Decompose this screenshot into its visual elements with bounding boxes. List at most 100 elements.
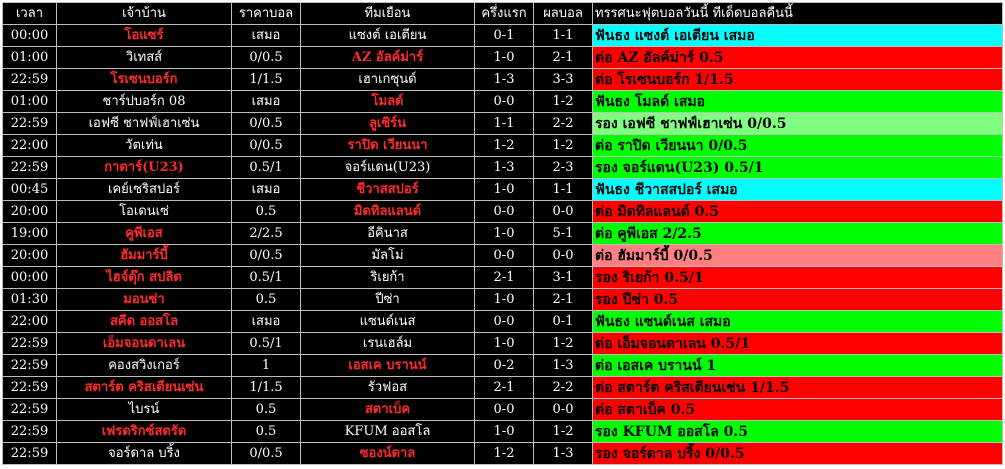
- tip-cell: ต่อ คูพีเอส 2/2.5: [592, 222, 1003, 245]
- handicap-cell: 2/2.5: [231, 222, 301, 245]
- header-result: ผลบอล: [533, 2, 593, 25]
- half-time-score-cell: 0-2: [474, 354, 534, 377]
- half-time-score-cell: 0-1: [474, 24, 534, 47]
- home-team-cell: เอฟซี ชาฟฟ์เฮาเซ่น: [56, 112, 232, 135]
- handicap-cell: 0/0.5: [231, 244, 301, 267]
- away-team-cell: อีคินาส: [300, 222, 475, 245]
- tip-cell: ต่อ ราปิด เวียนนา 0/0.5: [592, 134, 1003, 157]
- away-team-cell: AZ อัลค์ม่าร์: [300, 46, 475, 69]
- tip-cell: รอง จอร์แดน(U23) 0.5/1: [592, 156, 1003, 179]
- home-team-cell: มอนซ่า: [56, 288, 232, 311]
- tip-cell: ฟันธง แซงต์ เอเตียน เสมอ: [592, 24, 1003, 47]
- table-row: 22:59 จอร์ดาล บริ้ง 0/0.5 ซองน์ดาล 1-2 1-3 รอง…: [2, 442, 1003, 465]
- table-row: 20:00 ฮัมมาร์บี้ 0/0.5 มัลโม่ 0-0 0-0 ต่อ ฮัมม…: [2, 244, 1003, 267]
- away-team-cell: ริเยก้า: [300, 266, 475, 289]
- home-team-cell: เอ็มจอนดาเลน: [56, 332, 232, 355]
- tip-cell: ต่อ สตาเบ็ค 0.5: [592, 398, 1003, 421]
- table-row: 22:59 โรเซนบอร์ก 1/1.5 เฮาเกซุนด์ 1-3 3-3 ต่อ …: [2, 68, 1003, 91]
- time-cell: 20:00: [2, 244, 57, 267]
- handicap-cell: 1: [231, 354, 301, 377]
- tip-cell: ฟันธง โมลด์ เสมอ: [592, 90, 1003, 113]
- half-time-score-cell: 1-2: [474, 134, 534, 157]
- away-team-cell: เฮาเกซุนด์: [300, 68, 475, 91]
- full-time-score-cell: 1-3: [533, 442, 593, 465]
- handicap-cell: 1/1.5: [231, 68, 301, 91]
- tip-cell: รอง KFUM ออสโล 0.5: [592, 420, 1003, 443]
- handicap-cell: 0/0.5: [231, 112, 301, 135]
- half-time-score-cell: 0-0: [474, 398, 534, 421]
- time-cell: 22:59: [2, 156, 57, 179]
- half-time-score-cell: 1-1: [474, 112, 534, 135]
- time-cell: 22:59: [2, 398, 57, 421]
- full-time-score-cell: 2-3: [533, 156, 593, 179]
- full-time-score-cell: 1-2: [533, 134, 593, 157]
- half-time-score-cell: 1-2: [474, 442, 534, 465]
- half-time-score-cell: 0-0: [474, 310, 534, 333]
- full-time-score-cell: 2-1: [533, 46, 593, 69]
- full-time-score-cell: 1-1: [533, 24, 593, 47]
- table-row: 22:59 สตาร์ต คริสเตียนเซ่น 1/1.5 รัวฟอส 2-1 2…: [2, 376, 1003, 399]
- table-row: 22:59 ไบรน์ 0.5 สตาเบ็ค 0-0 0-0 ต่อ สตาเบ็ค 0.…: [2, 398, 1003, 421]
- away-team-cell: มัลโม่: [300, 244, 475, 267]
- header-row: เวลา เจ้าบ้าน ราคาบอล ทีมเยือน ครึ่งแรก …: [2, 2, 1003, 25]
- header-tip: ทรรศนะฟุตบอลวันนี้ ทีเด็ดบอลคืนนี้: [592, 2, 1003, 25]
- table-row: 22:00 สคีด ออสโล เสมอ แซนด์เนส 0-0 0-1 ฟันธง แ…: [2, 310, 1003, 333]
- tip-cell: ต่อ เอสเค บรานน์ 1: [592, 354, 1003, 377]
- full-time-score-cell: 5-1: [533, 222, 593, 245]
- home-team-cell: ฮัมมาร์บี้: [56, 244, 232, 267]
- full-time-score-cell: 0-1: [533, 310, 593, 333]
- time-cell: 00:00: [2, 266, 57, 289]
- full-time-score-cell: 2-2: [533, 376, 593, 399]
- time-cell: 22:59: [2, 376, 57, 399]
- full-time-score-cell: 3-1: [533, 266, 593, 289]
- tip-cell: รอง ปีซ่า 0.5: [592, 288, 1003, 311]
- handicap-cell: 0.5/1: [231, 156, 301, 179]
- away-team-cell: เรนเฮล์ม: [300, 332, 475, 355]
- tip-cell: รอง เอฟซี ชาฟฟ์เฮาเซ่น 0/0.5: [592, 112, 1003, 135]
- table-row: 01:30 มอนซ่า 0.5 ปีซ่า 1-0 2-1 รอง ปีซ่า 0.5: [2, 288, 1003, 311]
- home-team-cell: คองสวิงเกอร์: [56, 354, 232, 377]
- table-row: 22:00 วัตเท่น 0/0.5 ราปิด เวียนนา 1-2 1-2 ต่อ …: [2, 134, 1003, 157]
- handicap-cell: 0.5: [231, 200, 301, 223]
- table-row: 22:59 เอฟซี ชาฟฟ์เฮาเซ่น 0/0.5 ลูเซิร์น 1-1 2…: [2, 112, 1003, 135]
- tip-cell: ฟันธง ชีวาสสปอร์ เสมอ: [592, 178, 1003, 201]
- handicap-cell: เสมอ: [231, 310, 301, 333]
- full-time-score-cell: 3-3: [533, 68, 593, 91]
- time-cell: 22:59: [2, 354, 57, 377]
- table-row: 00:00 ไฮจ์ดุ๊ก สปลิต 0.5/1 ริเยก้า 2-1 3-1 รอง…: [2, 266, 1003, 289]
- home-team-cell: จอร์ดาล บริ้ง: [56, 442, 232, 465]
- home-team-cell: เฟรดริกซ์สตรัด: [56, 420, 232, 443]
- half-time-score-cell: 1-0: [474, 332, 534, 355]
- table-row: 22:59 เอ็มจอนดาเลน 0.5/1 เรนเฮล์ม 1-0 1-2 ต่อ …: [2, 332, 1003, 355]
- away-team-cell: ซองน์ดาล: [300, 442, 475, 465]
- tip-cell: รอง จอร์ดาล บริ้ง 0/0.5: [592, 442, 1003, 465]
- full-time-score-cell: 1-2: [533, 420, 593, 443]
- half-time-score-cell: 0-0: [474, 244, 534, 267]
- home-team-cell: วิเทสส์: [56, 46, 232, 69]
- table-row: 01:00 ชาร์ปบอร์ก 08 เสมอ โมลด์ 0-0 1-2 ฟันธง โ…: [2, 90, 1003, 113]
- time-cell: 22:00: [2, 134, 57, 157]
- handicap-cell: 1/1.5: [231, 376, 301, 399]
- home-team-cell: ไบรน์: [56, 398, 232, 421]
- half-time-score-cell: 1-0: [474, 178, 534, 201]
- handicap-cell: เสมอ: [231, 24, 301, 47]
- time-cell: 19:00: [2, 222, 57, 245]
- full-time-score-cell: 2-2: [533, 112, 593, 135]
- away-team-cell: ชีวาสสปอร์: [300, 178, 475, 201]
- tip-cell: ฟันธง แซนด์เนส เสมอ: [592, 310, 1003, 333]
- home-team-cell: โรเซนบอร์ก: [56, 68, 232, 91]
- half-time-score-cell: 0-0: [474, 90, 534, 113]
- home-team-cell: เคย์เซริสปอร์: [56, 178, 232, 201]
- handicap-cell: 0.5: [231, 288, 301, 311]
- time-cell: 22:59: [2, 112, 57, 135]
- home-team-cell: คูพีเอส: [56, 222, 232, 245]
- away-team-cell: มิดทิลแลนด์: [300, 200, 475, 223]
- time-cell: 22:59: [2, 420, 57, 443]
- away-team-cell: แซนด์เนส: [300, 310, 475, 333]
- header-home: เจ้าบ้าน: [56, 2, 232, 25]
- handicap-cell: 0.5: [231, 398, 301, 421]
- handicap-cell: เสมอ: [231, 90, 301, 113]
- half-time-score-cell: 0-0: [474, 200, 534, 223]
- tip-cell: ต่อ เอ็มจอนดาเลน 0.5/1: [592, 332, 1003, 355]
